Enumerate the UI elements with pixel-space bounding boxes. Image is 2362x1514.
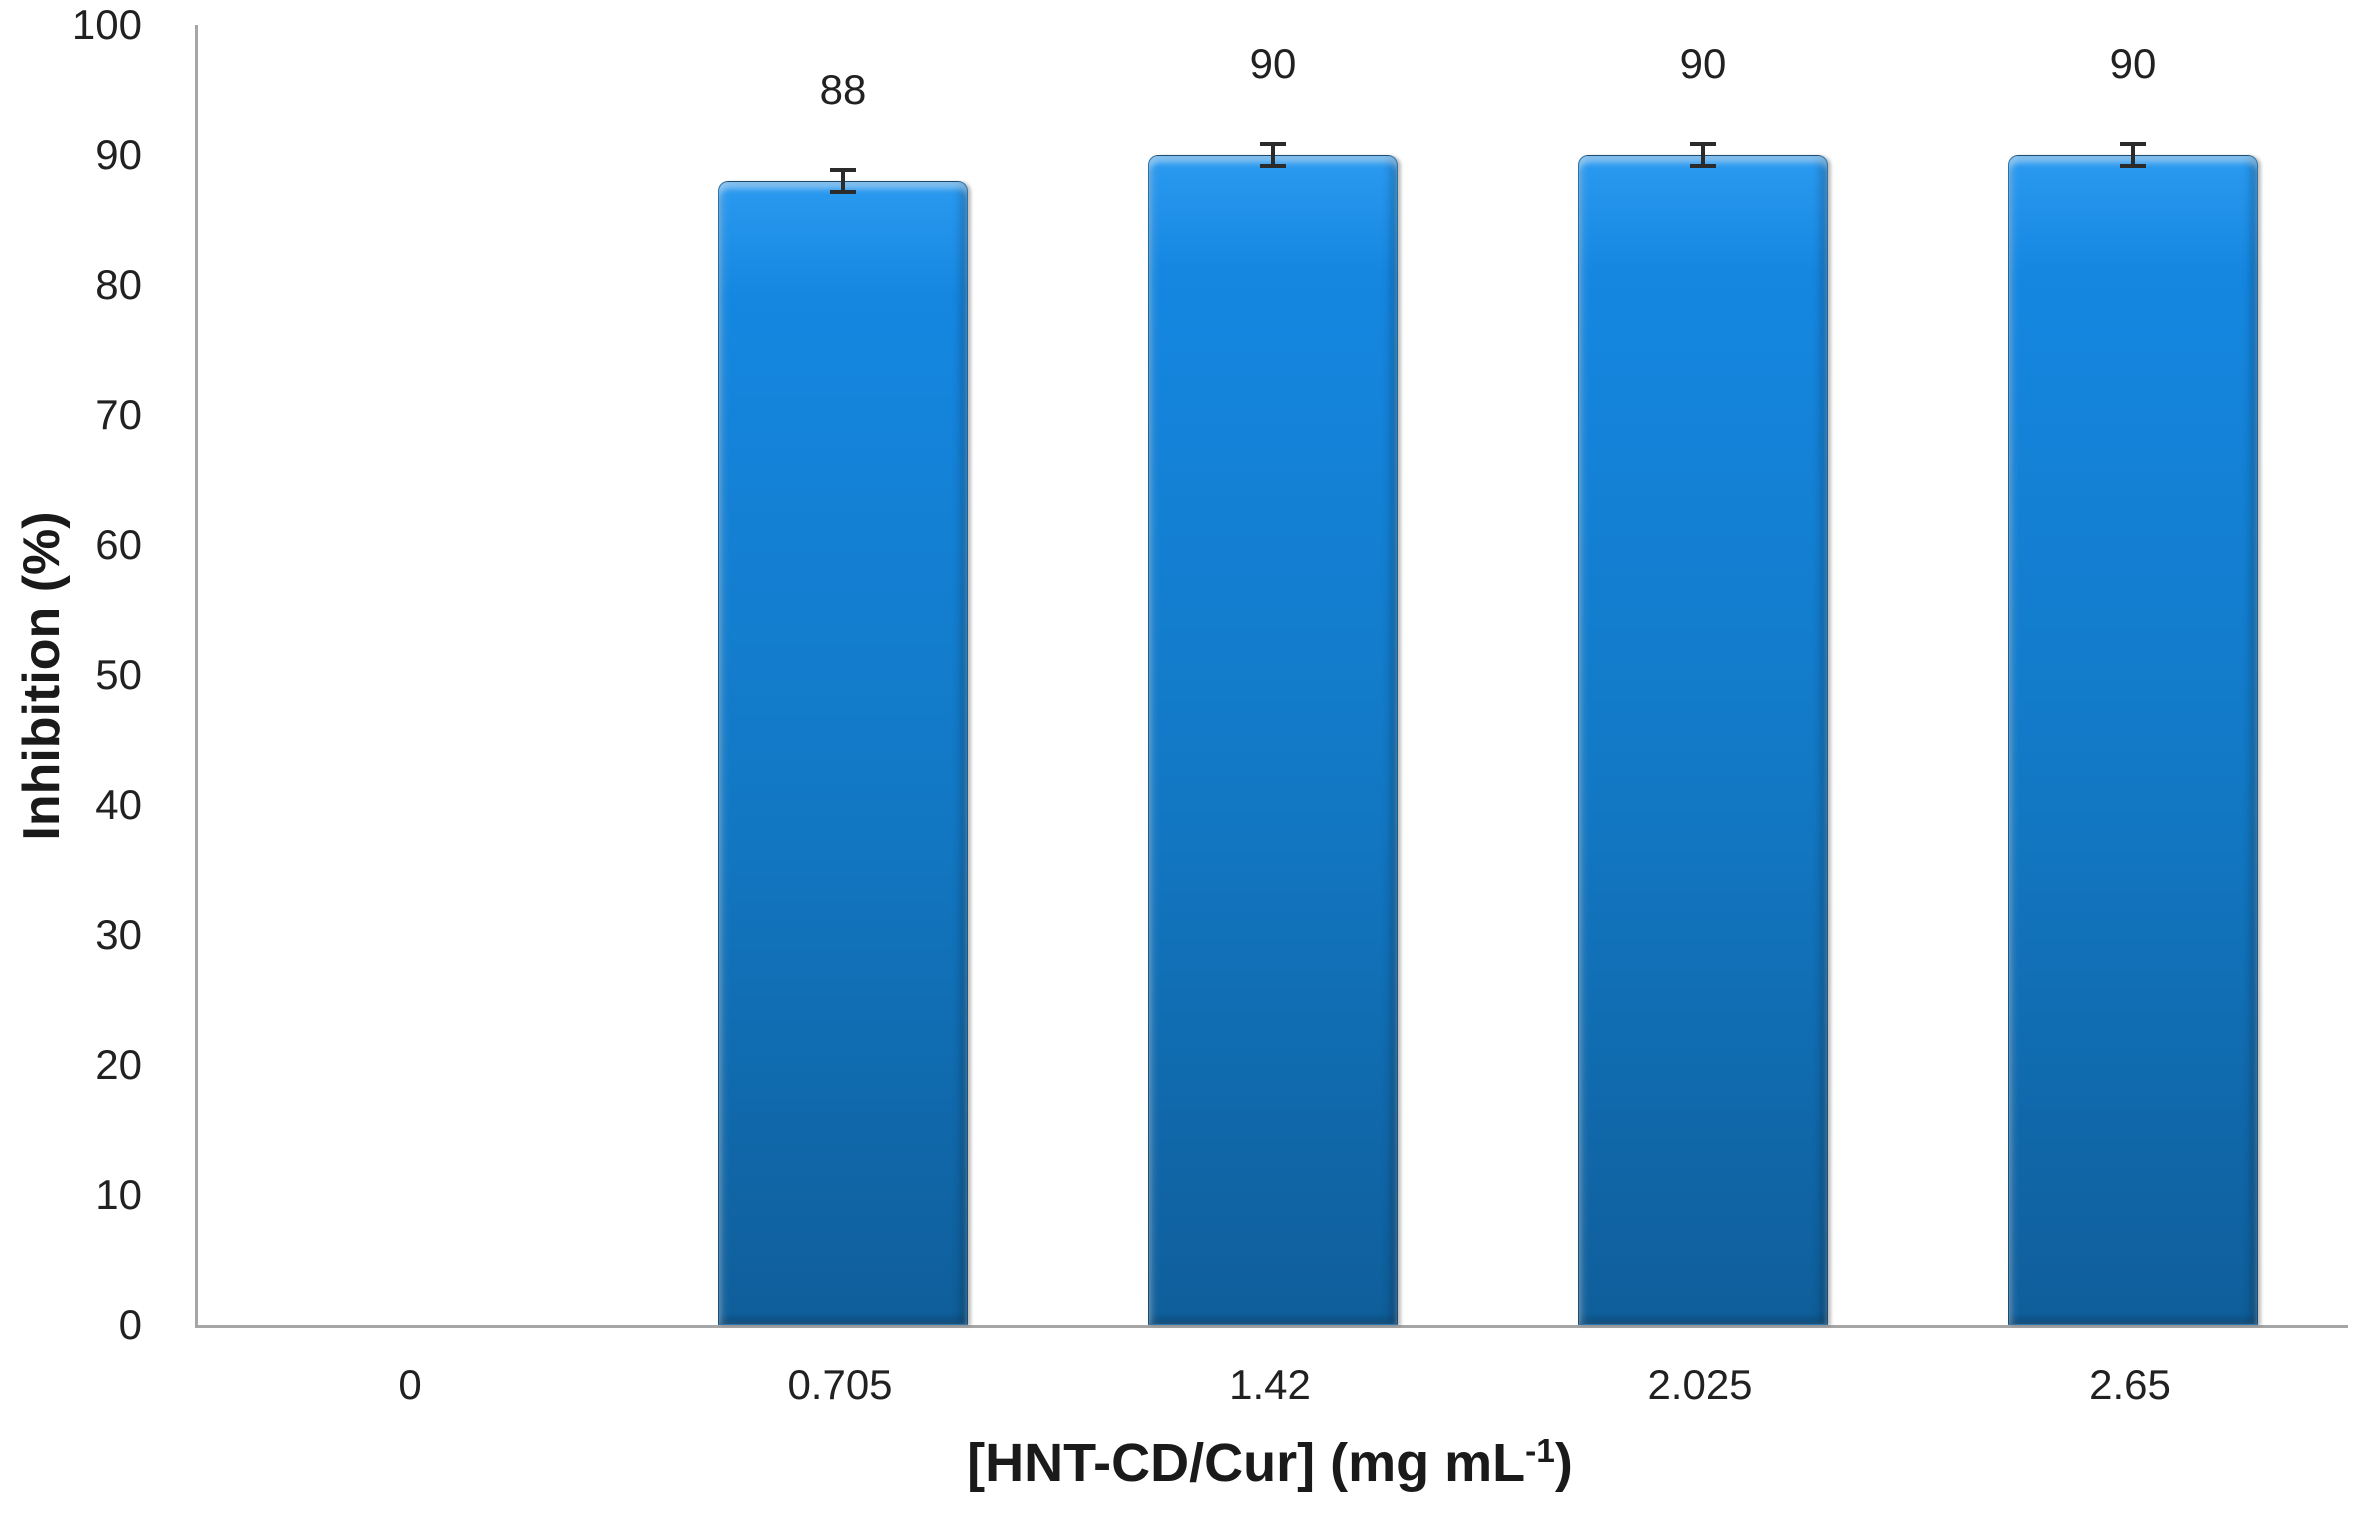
y-tick-label: 70	[95, 391, 142, 438]
y-tick-label: 20	[95, 1041, 142, 1088]
error-bar	[1260, 142, 1286, 168]
x-axis-title-close: )	[1554, 1433, 1573, 1493]
x-axis-title-text: [HNT-CD/Cur] (mg mL	[967, 1433, 1526, 1493]
bar-value-label: 90	[1679, 40, 1727, 87]
bar	[1578, 155, 1828, 1325]
bar-value-label: 88	[819, 66, 867, 113]
x-tick-label: 0.705	[787, 1361, 893, 1408]
bar	[2008, 155, 2258, 1325]
y-tick-label: 100	[71, 1, 142, 48]
error-bar	[830, 168, 856, 194]
y-tick-label: 30	[95, 911, 142, 958]
y-tick-label: 60	[95, 521, 142, 568]
x-tick-label: 1.42	[1229, 1361, 1311, 1408]
error-bar	[2120, 142, 2146, 168]
bar	[1148, 155, 1398, 1325]
y-tick-label: 40	[95, 781, 142, 828]
x-tick-label: 0	[398, 1361, 422, 1408]
bar-value-label: 90	[2109, 40, 2157, 87]
bar-value-label: 90	[1249, 40, 1297, 87]
y-tick-label: 10	[95, 1171, 142, 1218]
x-tick-label: 2.65	[2089, 1361, 2171, 1408]
x-axis-title: [HNT-CD/Cur] (mg mL-1)	[195, 1432, 2345, 1494]
plot-area: 88 90 90 90	[195, 25, 2348, 1328]
error-bar	[1690, 142, 1716, 168]
y-axis-tick-labels: 0 10 20 30 40 50 60 70 80 90 100	[0, 2, 168, 1348]
y-tick-label: 80	[95, 261, 142, 308]
bar	[718, 181, 968, 1325]
y-tick-label: 90	[95, 131, 142, 178]
y-tick-label: 50	[95, 651, 142, 698]
x-tick-label: 2.025	[1647, 1361, 1753, 1408]
x-axis-title-superscript: -1	[1525, 1433, 1555, 1470]
x-axis-tick-labels: 0 0.705 1.42 2.025 2.65	[195, 1360, 2345, 1410]
y-tick-label: 0	[118, 1301, 142, 1348]
